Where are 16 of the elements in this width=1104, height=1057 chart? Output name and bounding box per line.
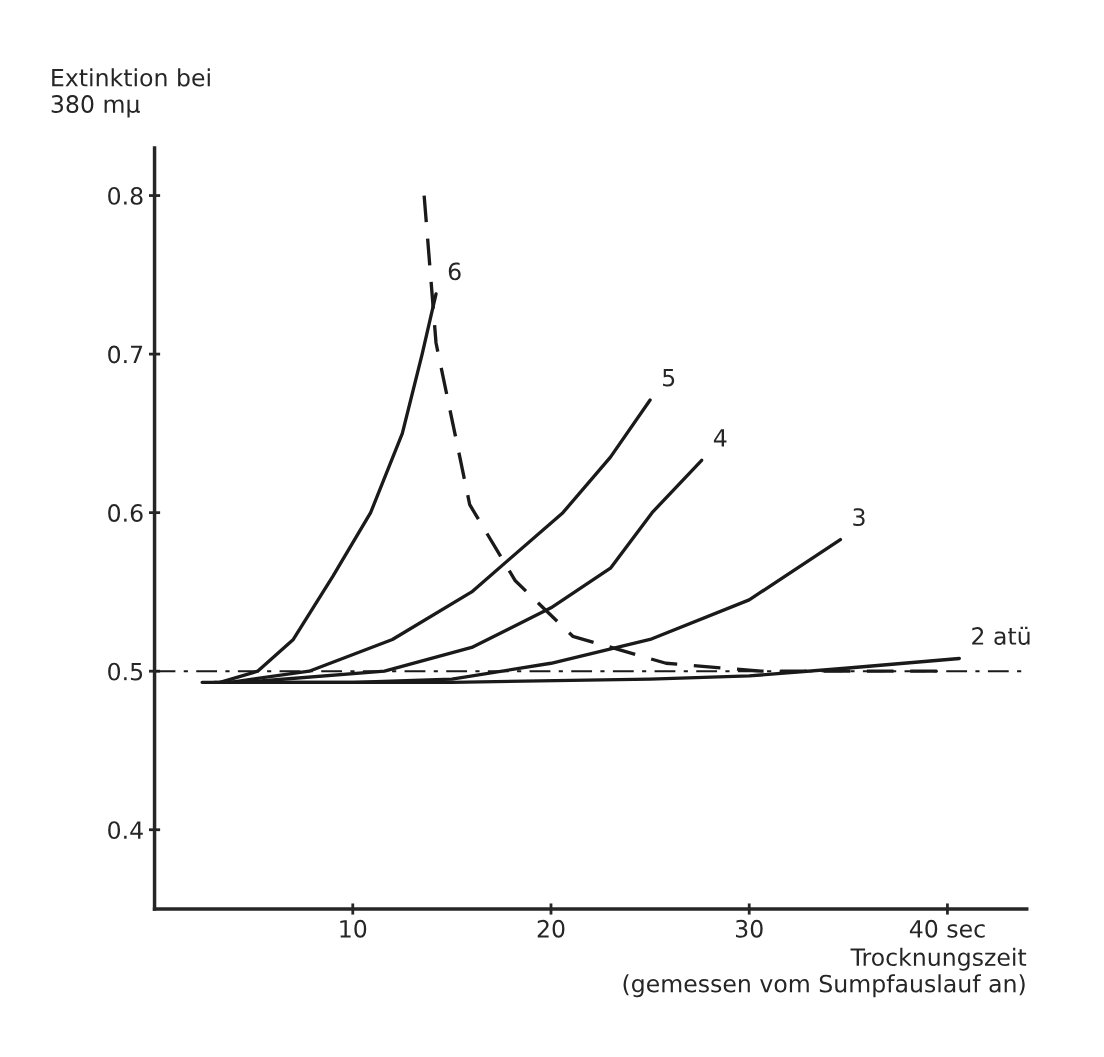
x-tick-label: 40 sec — [909, 919, 985, 938]
series-label: 5 — [663, 368, 675, 387]
x-axis-title: Trocknungszeit (gemessen vom Sumpfauslauf an) — [623, 947, 1027, 998]
x-tick-label: 10 — [340, 919, 367, 938]
series-label: 2 atü — [972, 626, 1030, 645]
y-tick-label: 0.4 — [108, 821, 143, 840]
series-label: 3 — [853, 508, 865, 527]
series-label: 6 — [448, 262, 461, 281]
y-axis-title: Extinktion bei 380 mμ — [51, 68, 210, 118]
y-tick-label: 0.8 — [108, 186, 143, 205]
series-label: 4 — [713, 429, 727, 447]
y-tick-label: 0.7 — [108, 345, 143, 364]
x-tick-label: 20 — [537, 919, 565, 938]
x-tick-label: 30 — [735, 919, 763, 938]
y-tick-label: 0.5 — [108, 662, 143, 681]
y-tick-label: 0.6 — [108, 504, 143, 522]
